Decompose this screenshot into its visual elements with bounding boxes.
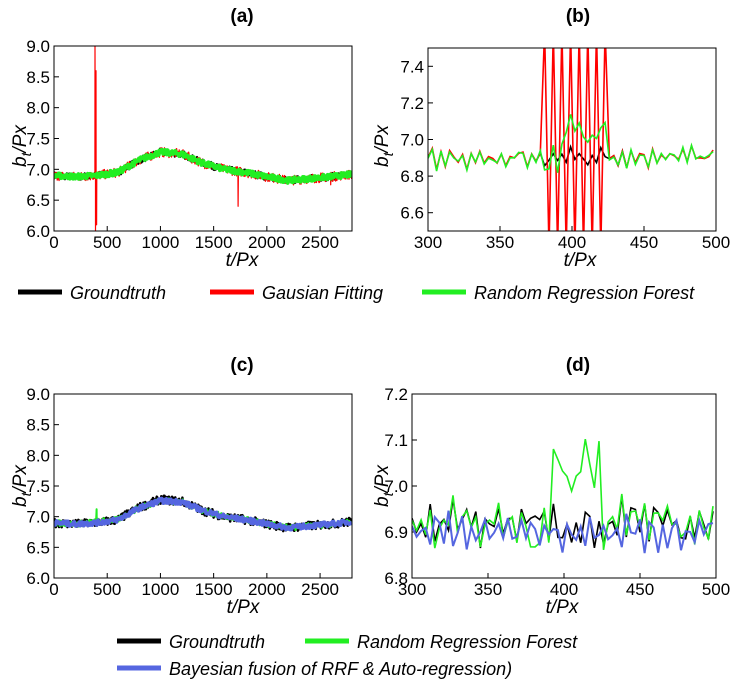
y-tick-label: 8.5 xyxy=(26,68,50,87)
legend-bottom-label-groundtruth: Groundtruth xyxy=(169,632,265,652)
series-line-2 xyxy=(54,496,352,532)
y-tick-label: 6.6 xyxy=(400,204,424,223)
panel-c-plot: 0 500 1000 1500 2000 2500 6.0 6.5 7.0 7.5 8.0 8.5 9.… xyxy=(26,385,353,599)
y-tick-label: 7.1 xyxy=(384,431,408,450)
plot-frame xyxy=(53,45,353,232)
x-tick-label: 400 xyxy=(558,233,586,252)
y-tick-label: 7.0 xyxy=(26,508,50,527)
legend-top-label-groundtruth: Groundtruth xyxy=(70,283,166,303)
panel-a-plot: 0 500 1000 1500 2000 2500 6.0 6.5 7.0 7.5 8.0 8.5 9.… xyxy=(26,37,353,252)
panel-b-plot: 300 350 400 450 500 6.6 6.8 7.0 7.2 7.4 xyxy=(400,47,730,252)
y-tick-label: 7.5 xyxy=(26,477,50,496)
legend-bottom-label-bayes: Bayesian fusion of RRF & Auto-regression… xyxy=(169,659,512,679)
y-tick-label: 9.0 xyxy=(26,385,50,404)
series-group xyxy=(412,438,714,554)
panel-c-xlabel: t/Px xyxy=(227,597,261,618)
x-tick-label: 0 xyxy=(49,233,58,252)
y-tick-label: 6.5 xyxy=(26,538,50,557)
panel-d-ylabel: bt/Px xyxy=(372,464,396,507)
series-line-gaussian xyxy=(428,48,714,231)
y-tick-label: 7.0 xyxy=(400,131,424,150)
y-tick-label: 6.8 xyxy=(400,167,424,186)
y-tick-label: 6.0 xyxy=(26,569,50,588)
legend-bottom-label-rrf: Random Regression Forest xyxy=(357,632,578,652)
y-tick-label: 7.2 xyxy=(384,385,408,404)
y-tick-label: 7.0 xyxy=(26,160,50,179)
panel-b-title: (b) xyxy=(566,6,590,27)
y-tick-label: 7.2 xyxy=(400,94,424,113)
y-tick-label: 8.0 xyxy=(26,99,50,118)
y-tick-label: 7.5 xyxy=(26,130,50,149)
legend-top-label-rrf: Random Regression Forest xyxy=(474,283,695,303)
x-tick-label: 350 xyxy=(486,233,514,252)
y-tick-label: 6.5 xyxy=(26,191,50,210)
y-tick-label: 8.0 xyxy=(26,446,50,465)
plot-frame xyxy=(53,393,353,579)
y-tick-label: 9.0 xyxy=(26,37,50,56)
plot-frame xyxy=(427,47,717,232)
x-tick-label: 350 xyxy=(474,580,502,599)
x-tick-label: 300 xyxy=(414,233,442,252)
y-tick-label: 6.8 xyxy=(384,569,408,588)
series-line-bayes xyxy=(412,510,714,554)
panel-d-title: (d) xyxy=(566,355,590,376)
x-tick-label: 1500 xyxy=(195,580,233,599)
series-line-rrf xyxy=(428,114,714,174)
panel-a-xlabel: t/Px xyxy=(226,250,260,271)
series-line-2 xyxy=(54,147,352,185)
panel-b-xlabel: t/Px xyxy=(564,250,598,271)
x-tick-label: 450 xyxy=(630,233,658,252)
panel-d-plot: 300 350 400 450 500 6.8 6.9 7.0 7.1 7.2 xyxy=(384,385,730,599)
x-tick-label: 1500 xyxy=(195,233,233,252)
series-line-groundtruth xyxy=(412,496,714,549)
x-tick-label: 500 xyxy=(702,580,730,599)
legend-top: Groundtruth Gausian Fitting Random Regre… xyxy=(18,283,695,303)
x-tick-label: 2500 xyxy=(301,233,339,252)
y-tick-label: 6.9 xyxy=(384,523,408,542)
panel-c-title: (c) xyxy=(230,355,253,376)
x-tick-label: 1000 xyxy=(142,580,180,599)
x-tick-label: 500 xyxy=(702,233,730,252)
legend-top-label-gaussian: Gausian Fitting xyxy=(262,283,383,303)
series-group xyxy=(54,494,352,533)
y-tick-label: 7.0 xyxy=(384,477,408,496)
x-tick-label: 2500 xyxy=(301,580,339,599)
x-tick-label: 2000 xyxy=(248,580,286,599)
legend-bottom: Groundtruth Random Regression Forest Bay… xyxy=(117,632,578,679)
x-tick-label: 500 xyxy=(93,233,121,252)
plot-frame xyxy=(411,393,717,579)
panel-d-xlabel: t/Px xyxy=(546,597,580,618)
x-tick-label: 0 xyxy=(49,580,58,599)
x-tick-label: 450 xyxy=(626,580,654,599)
x-tick-label: 400 xyxy=(550,580,578,599)
panel-a-ylabel: bt/Px xyxy=(10,124,34,167)
x-tick-label: 1000 xyxy=(142,233,180,252)
y-tick-label: 8.5 xyxy=(26,416,50,435)
y-tick-label: 6.0 xyxy=(26,222,50,241)
x-tick-label: 500 xyxy=(93,580,121,599)
series-group xyxy=(54,46,352,231)
panel-a-title: (a) xyxy=(230,6,253,27)
series-group xyxy=(428,48,714,231)
y-tick-label: 7.4 xyxy=(400,57,424,76)
x-tick-label: 2000 xyxy=(248,233,286,252)
panel-b-ylabel: bt/Px xyxy=(372,124,396,167)
x-tick-label: 300 xyxy=(398,580,426,599)
series-line-1 xyxy=(54,46,352,231)
panel-c-ylabel: bt/Px xyxy=(10,464,34,507)
